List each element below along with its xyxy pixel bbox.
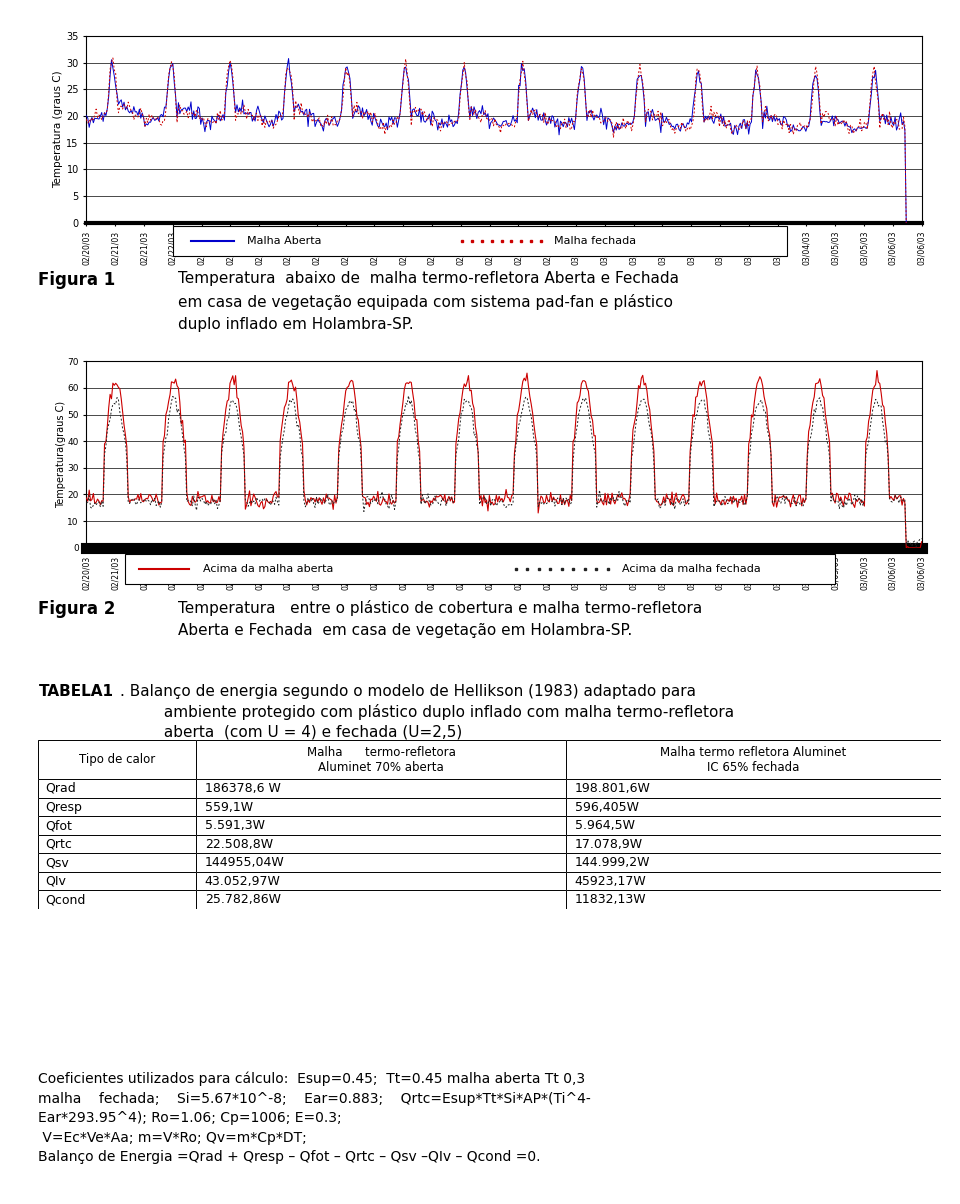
Text: Qresp: Qresp	[45, 801, 82, 814]
Text: 186378,6 W: 186378,6 W	[204, 783, 280, 795]
Text: Acima da malha fechada: Acima da malha fechada	[622, 563, 761, 574]
Text: Figura 2: Figura 2	[38, 600, 116, 618]
Text: 25.782,86W: 25.782,86W	[204, 893, 281, 907]
Text: 45923,17W: 45923,17W	[575, 875, 647, 887]
Text: Malha Aberta: Malha Aberta	[247, 236, 321, 247]
Text: 5.964,5W: 5.964,5W	[575, 819, 635, 832]
Text: 17.078,9W: 17.078,9W	[575, 838, 643, 850]
Text: 11832,13W: 11832,13W	[575, 893, 646, 907]
Text: 198.801,6W: 198.801,6W	[575, 783, 651, 795]
Text: Acima da malha aberta: Acima da malha aberta	[203, 563, 333, 574]
Text: Qfot: Qfot	[45, 819, 72, 832]
Y-axis label: Temperatura (graus C): Temperatura (graus C)	[54, 71, 63, 188]
Text: 559,1W: 559,1W	[204, 801, 252, 814]
Text: Qcond: Qcond	[45, 893, 85, 907]
Text: Malha termo refletora Aluminet
IC 65% fechada: Malha termo refletora Aluminet IC 65% fe…	[660, 745, 847, 774]
Y-axis label: Temperatura(graus C): Temperatura(graus C)	[56, 401, 66, 508]
Text: 144.999,2W: 144.999,2W	[575, 856, 650, 869]
Text: Coeficientes utilizados para cálculo:  Esup=0.45;  Tt=0.45 malha aberta Tt 0,3
m: Coeficientes utilizados para cálculo: Es…	[38, 1072, 591, 1164]
Text: Qrad: Qrad	[45, 783, 76, 795]
Text: TABELA1: TABELA1	[38, 684, 113, 698]
Text: 144955,04W: 144955,04W	[204, 856, 284, 869]
Text: QIv: QIv	[45, 875, 65, 887]
Text: 43.052,97W: 43.052,97W	[204, 875, 280, 887]
Text: Malha fechada: Malha fechada	[554, 236, 636, 247]
Text: Malha      termo-refletora
Aluminet 70% aberta: Malha termo-refletora Aluminet 70% abert…	[307, 745, 456, 774]
Text: 22.508,8W: 22.508,8W	[204, 838, 273, 850]
Text: Figura 1: Figura 1	[38, 271, 115, 289]
Text: Temperatura   entre o plástico de cobertura e malha termo-refletora
Aberta e Fec: Temperatura entre o plástico de cobertur…	[178, 600, 702, 638]
Text: Qrtc: Qrtc	[45, 838, 72, 850]
Text: Tipo de calor: Tipo de calor	[80, 754, 156, 766]
Text: Temperatura  abaixo de  malha termo-refletora Aberta e Fechada
em casa de vegeta: Temperatura abaixo de malha termo-reflet…	[178, 271, 679, 332]
Text: 596,405W: 596,405W	[575, 801, 638, 814]
Text: 5.591,3W: 5.591,3W	[204, 819, 265, 832]
Text: Qsv: Qsv	[45, 856, 68, 869]
Text: . Balanço de energia segundo o modelo de Hellikson (1983) adaptado para
        : . Balanço de energia segundo o modelo de…	[120, 684, 734, 740]
